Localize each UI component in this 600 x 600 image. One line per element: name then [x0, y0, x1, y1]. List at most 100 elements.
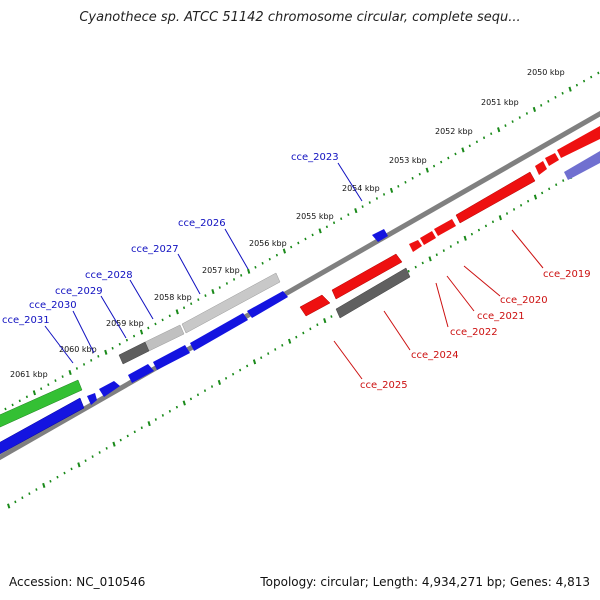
gene-red-2[interactable] [331, 253, 403, 300]
scale-tick [154, 418, 157, 421]
gene-light-gray-2[interactable] [144, 324, 185, 352]
scale-tick [491, 220, 495, 224]
scale-tick [533, 194, 538, 200]
gene-label-cce_2021[interactable]: cce_2021 [477, 311, 525, 322]
scale-tick [447, 156, 450, 160]
scale-tick [232, 278, 236, 281]
scale-label: 2051 kbp [481, 98, 519, 107]
scale-tick [75, 367, 78, 370]
gene-red-4[interactable] [420, 231, 436, 245]
scale-tick [518, 116, 521, 119]
scale-labels: 2050 kbp 2051 kbp 2052 kbp 2053 kbp 2054… [10, 68, 565, 379]
scale-tick [210, 385, 214, 388]
scale-tick [375, 197, 378, 200]
scale-tick [332, 221, 336, 225]
scale-tick [505, 212, 509, 215]
scale-tick [47, 383, 50, 386]
gene-red-7[interactable] [535, 161, 547, 175]
scale-tick [98, 451, 101, 454]
scale-tick [190, 302, 193, 306]
scale-tick [217, 379, 222, 385]
scale-tick [411, 176, 414, 180]
scale-label: 2053 kbp [389, 156, 427, 165]
scale-tick [168, 409, 171, 413]
scale-tick [246, 364, 249, 368]
gene-purple[interactable] [564, 151, 600, 180]
gene-label-cce_2030[interactable]: cce_2030 [29, 300, 77, 311]
gene-label-cce_2020[interactable]: cce_2020 [500, 295, 548, 306]
scale-tick [575, 83, 578, 87]
gene-label-cce_2023[interactable]: cce_2023 [291, 152, 339, 163]
gene-blue-4[interactable] [128, 364, 154, 383]
gene-blue-cce2023[interactable] [372, 229, 388, 242]
gene-label-cce_2028[interactable]: cce_2028 [85, 270, 133, 281]
scale-label: 2055 kbp [296, 212, 334, 221]
scale-tick [56, 475, 59, 479]
scale-tick [302, 331, 305, 335]
scale-tick [548, 187, 551, 191]
gene-label-cce_2025[interactable]: cce_2025 [360, 380, 408, 391]
gene-dark-gray-2[interactable] [335, 267, 411, 319]
scale-label: 2061 kbp [10, 370, 48, 379]
scale-tick [525, 112, 528, 115]
scale-label: 2060 kbp [59, 345, 97, 354]
scale-tick [25, 395, 28, 399]
scale-tick [532, 106, 537, 112]
gene-red-9[interactable] [557, 126, 600, 158]
gene-dark-gray-1[interactable] [118, 341, 150, 365]
scale-tick [147, 421, 151, 427]
scale-tick [182, 400, 186, 406]
gene-label-cce_2026[interactable]: cce_2026 [178, 218, 226, 229]
scale-tick [512, 208, 516, 211]
gene-red-8[interactable] [545, 153, 559, 166]
gene-blue-7[interactable] [247, 291, 288, 318]
gene-label-cce_2024[interactable]: cce_2024 [411, 350, 459, 361]
gene-blue-5[interactable] [153, 345, 190, 370]
scale-tick [161, 318, 164, 322]
scale-tick [526, 199, 530, 203]
scale-tick [555, 183, 558, 187]
scale-ticks-outer [0, 71, 600, 416]
scale-tick [318, 228, 322, 234]
scale-tick [456, 241, 459, 244]
gene-label-cce_2022[interactable]: cce_2022 [450, 327, 498, 338]
scale-tick [597, 71, 600, 75]
gene-blue-1[interactable] [0, 397, 85, 455]
gene-blue-3[interactable] [99, 381, 120, 397]
gene-light-gray-1[interactable] [181, 272, 281, 334]
scale-tick [311, 233, 314, 237]
gene-label-cce_2027[interactable]: cce_2027 [131, 244, 179, 255]
gene-green[interactable] [0, 379, 83, 428]
scale-tick [454, 152, 457, 156]
gene-red-1[interactable] [299, 294, 331, 317]
gene-blue-2[interactable] [87, 393, 97, 405]
scale-tick [282, 248, 287, 254]
scale-tick [32, 390, 37, 396]
scale-tick [497, 127, 501, 133]
gene-blue-6[interactable] [190, 313, 248, 351]
scale-tick [354, 208, 358, 214]
gene-label-cce_2029[interactable]: cce_2029 [55, 286, 103, 297]
scale-tick [490, 132, 493, 136]
gene-red-6[interactable] [455, 171, 536, 224]
gene-label-cce_2031[interactable]: cce_2031 [2, 315, 50, 326]
scale-tick [61, 375, 64, 378]
scale-tick [119, 438, 122, 442]
scale-tick [498, 215, 502, 221]
scale-tick [139, 329, 144, 335]
scale-tick [254, 265, 257, 269]
gene-leader-lines [44, 162, 544, 380]
scale-label: 2052 kbp [435, 127, 473, 136]
scale-tick [504, 124, 507, 127]
scale-tick [368, 201, 371, 204]
scale-tick [404, 180, 407, 184]
scale-label: 2054 kbp [342, 184, 380, 193]
scale-tick [84, 459, 87, 463]
gene-label-cce_2019[interactable]: cce_2019 [543, 269, 591, 280]
gene-red-5[interactable] [434, 219, 456, 236]
gene-red-3[interactable] [409, 240, 422, 252]
scale-tick [182, 306, 186, 310]
scale-tick [225, 282, 228, 285]
scale-tick [440, 160, 443, 164]
scale-tick [519, 203, 523, 207]
